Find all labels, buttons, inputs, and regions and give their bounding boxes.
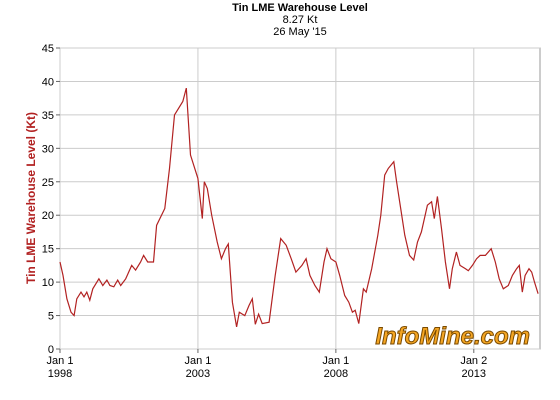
y-tick-label: 5 [48, 311, 54, 323]
plot-area [59, 47, 541, 350]
x-tick-label: Jan 1 2008 [322, 355, 350, 380]
y-tick-label: 15 [42, 244, 54, 256]
y-tick-label: 30 [42, 143, 54, 155]
y-tick-label: 45 [42, 43, 54, 55]
chart-date: 26 May '15 [273, 26, 326, 38]
chart-title: Tin LME Warehouse Level [232, 2, 368, 14]
y-tick-label: 20 [42, 210, 54, 222]
y-tick-label: 25 [42, 177, 54, 189]
data-line [59, 87, 539, 328]
y-tick-label: 0 [48, 344, 54, 356]
y-tick-label: 35 [42, 110, 54, 122]
x-tick-label: Jan 1 2003 [184, 355, 212, 380]
x-tick-label: Jan 1 1998 [46, 355, 74, 380]
chart-subtitle: 8.27 Kt [283, 14, 318, 26]
watermark: InfoMine.com [375, 323, 530, 350]
x-tick-label: Jan 2 2013 [460, 355, 488, 380]
y-tick-label: 10 [42, 277, 54, 289]
y-axis-label: Tin LME Warehouse Level (Kt) [24, 112, 38, 284]
y-tick-label: 40 [42, 76, 54, 88]
